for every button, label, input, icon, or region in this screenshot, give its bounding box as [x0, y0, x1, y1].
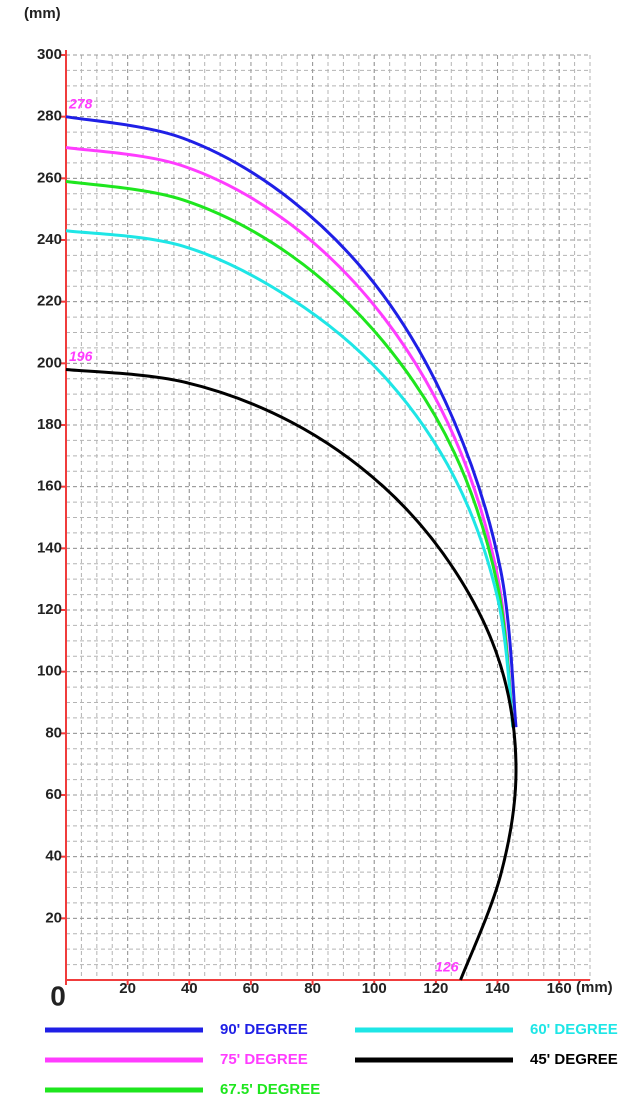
curve — [65, 179, 515, 728]
curve — [65, 229, 515, 728]
y-tick-label: 40 — [45, 848, 62, 865]
y-tick-label: 260 — [37, 169, 62, 186]
y-tick-label: 120 — [37, 601, 62, 618]
origin-label: 0 — [50, 980, 66, 1011]
x-tick-label: 160 — [547, 980, 572, 997]
y-tick-label: 300 — [37, 46, 62, 63]
y-tick-label: 200 — [37, 354, 62, 371]
legend-label: 60' DEGREE — [530, 1021, 618, 1038]
y-tick-label: 240 — [37, 231, 62, 248]
x-tick-label: 100 — [362, 980, 387, 997]
x-tick-label: 120 — [423, 980, 448, 997]
legend-label: 45' DEGREE — [530, 1051, 618, 1068]
y-tick-label: 20 — [45, 909, 62, 926]
legend-label: 67.5' DEGREE — [220, 1081, 320, 1098]
curve — [65, 146, 515, 728]
annotation: 126 — [435, 959, 459, 975]
legend-label: 90' DEGREE — [220, 1021, 308, 1038]
legend-label: 75' DEGREE — [220, 1051, 308, 1068]
x-tick-label: 40 — [181, 980, 198, 997]
y-tick-label: 220 — [37, 293, 62, 310]
x-tick-label: 20 — [119, 980, 136, 997]
x-tick-label: 140 — [485, 980, 510, 997]
y-tick-label: 100 — [37, 663, 62, 680]
y-axis-label: (mm) — [24, 5, 61, 22]
y-tick-label: 80 — [45, 724, 62, 741]
y-tick-label: 160 — [37, 478, 62, 495]
annotation: 196 — [69, 348, 93, 364]
y-tick-label: 140 — [37, 539, 62, 556]
x-tick-label: 80 — [304, 980, 321, 997]
curve — [65, 368, 518, 981]
annotation: 278 — [68, 95, 93, 111]
y-tick-label: 280 — [37, 108, 62, 125]
curve — [65, 115, 518, 728]
x-axis-label: (mm) — [576, 979, 613, 996]
y-tick-label: 180 — [37, 416, 62, 433]
y-tick-label: 60 — [45, 786, 62, 803]
x-tick-label: 60 — [243, 980, 260, 997]
